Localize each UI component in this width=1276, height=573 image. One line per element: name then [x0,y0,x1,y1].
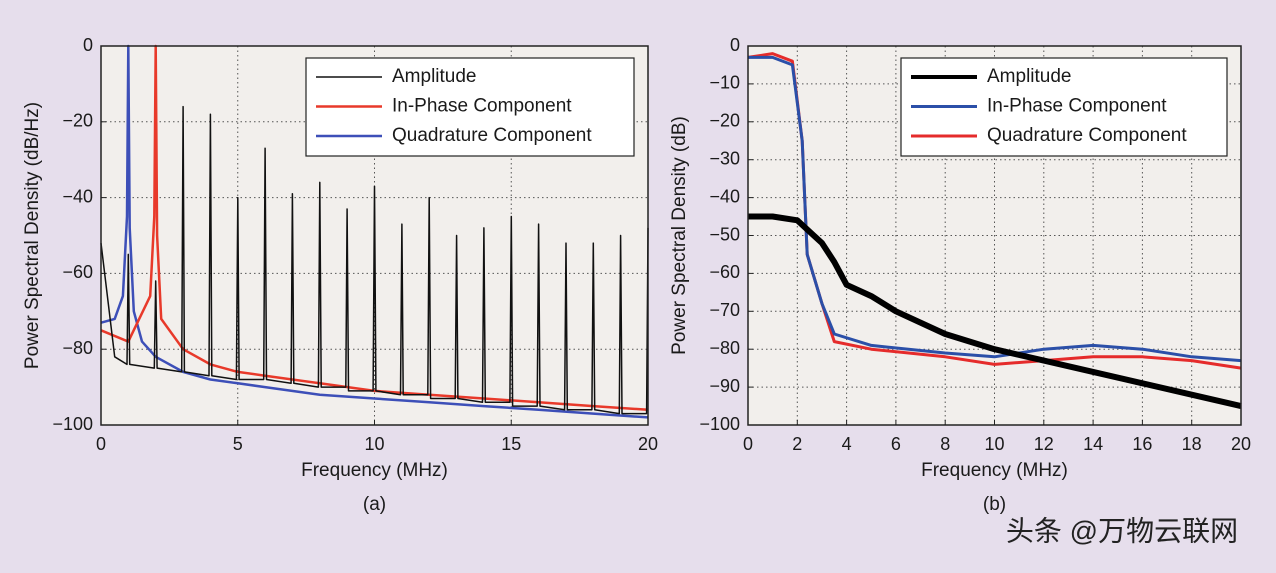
y-tick-label: −40 [709,186,740,206]
x-tick-label: 0 [96,434,106,454]
x-tick-label: 12 [1034,434,1054,454]
y-tick-label: −80 [709,338,740,358]
legend-label: Quadrature Component [987,125,1187,146]
legend-label: Amplitude [392,66,477,87]
x-tick-label: 14 [1083,434,1103,454]
x-tick-label: 4 [842,434,852,454]
x-tick-label: 2 [792,434,802,454]
caption: (b) [983,494,1006,515]
y-tick-label: 0 [83,35,93,55]
x-tick-label: 18 [1182,434,1202,454]
y-tick-label: −70 [709,300,740,320]
series-line [748,213,1242,410]
y-tick-label: −30 [709,148,740,168]
plot-frame [747,45,1242,426]
x-axis-label: Frequency (MHz) [921,460,1068,481]
y-tick-label: −20 [709,111,740,131]
legend-label: Amplitude [987,66,1072,87]
y-tick-label: −60 [709,262,740,282]
x-tick-label: 10 [984,434,1004,454]
x-tick-label: 8 [940,434,950,454]
y-tick-label: 0 [730,35,740,55]
legend-box [305,57,635,157]
y-tick-label: −100 [52,414,93,434]
x-tick-label: 6 [891,434,901,454]
x-tick-label: 5 [233,434,243,454]
x-tick-label: 20 [638,434,658,454]
legend-label: In-Phase Component [392,96,572,117]
x-tick-label: 15 [501,434,521,454]
y-tick-label: −90 [709,376,740,396]
y-tick-label: −20 [62,111,93,131]
series-line [100,44,649,412]
x-tick-label: 20 [1231,434,1251,454]
y-axis-label: Power Spectral Density (dB/Hz) [22,102,43,369]
plot-frame [100,45,649,426]
y-tick-label: −40 [62,186,93,206]
x-tick-label: 10 [364,434,384,454]
y-tick-label: −80 [62,338,93,358]
legend-label: In-Phase Component [987,96,1167,117]
y-axis-label: Power Spectral Density (dB) [669,116,690,355]
series-line [100,105,649,415]
x-axis-label: Frequency (MHz) [301,460,448,481]
y-tick-label: −100 [699,414,740,434]
x-tick-label: 0 [743,434,753,454]
caption: (a) [363,494,386,515]
y-tick-label: −60 [62,262,93,282]
x-tick-label: 16 [1132,434,1152,454]
y-tick-label: −10 [709,73,740,93]
series-line [748,55,1242,363]
watermark: 头条 @万物云联网 [1006,515,1238,546]
y-tick-label: −50 [709,224,740,244]
series-line [100,44,649,419]
legend-label: Quadrature Component [392,125,592,146]
